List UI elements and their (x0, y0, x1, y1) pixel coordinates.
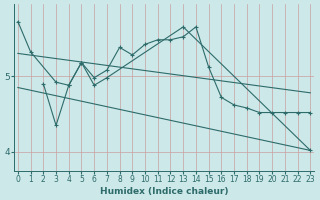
X-axis label: Humidex (Indice chaleur): Humidex (Indice chaleur) (100, 187, 228, 196)
